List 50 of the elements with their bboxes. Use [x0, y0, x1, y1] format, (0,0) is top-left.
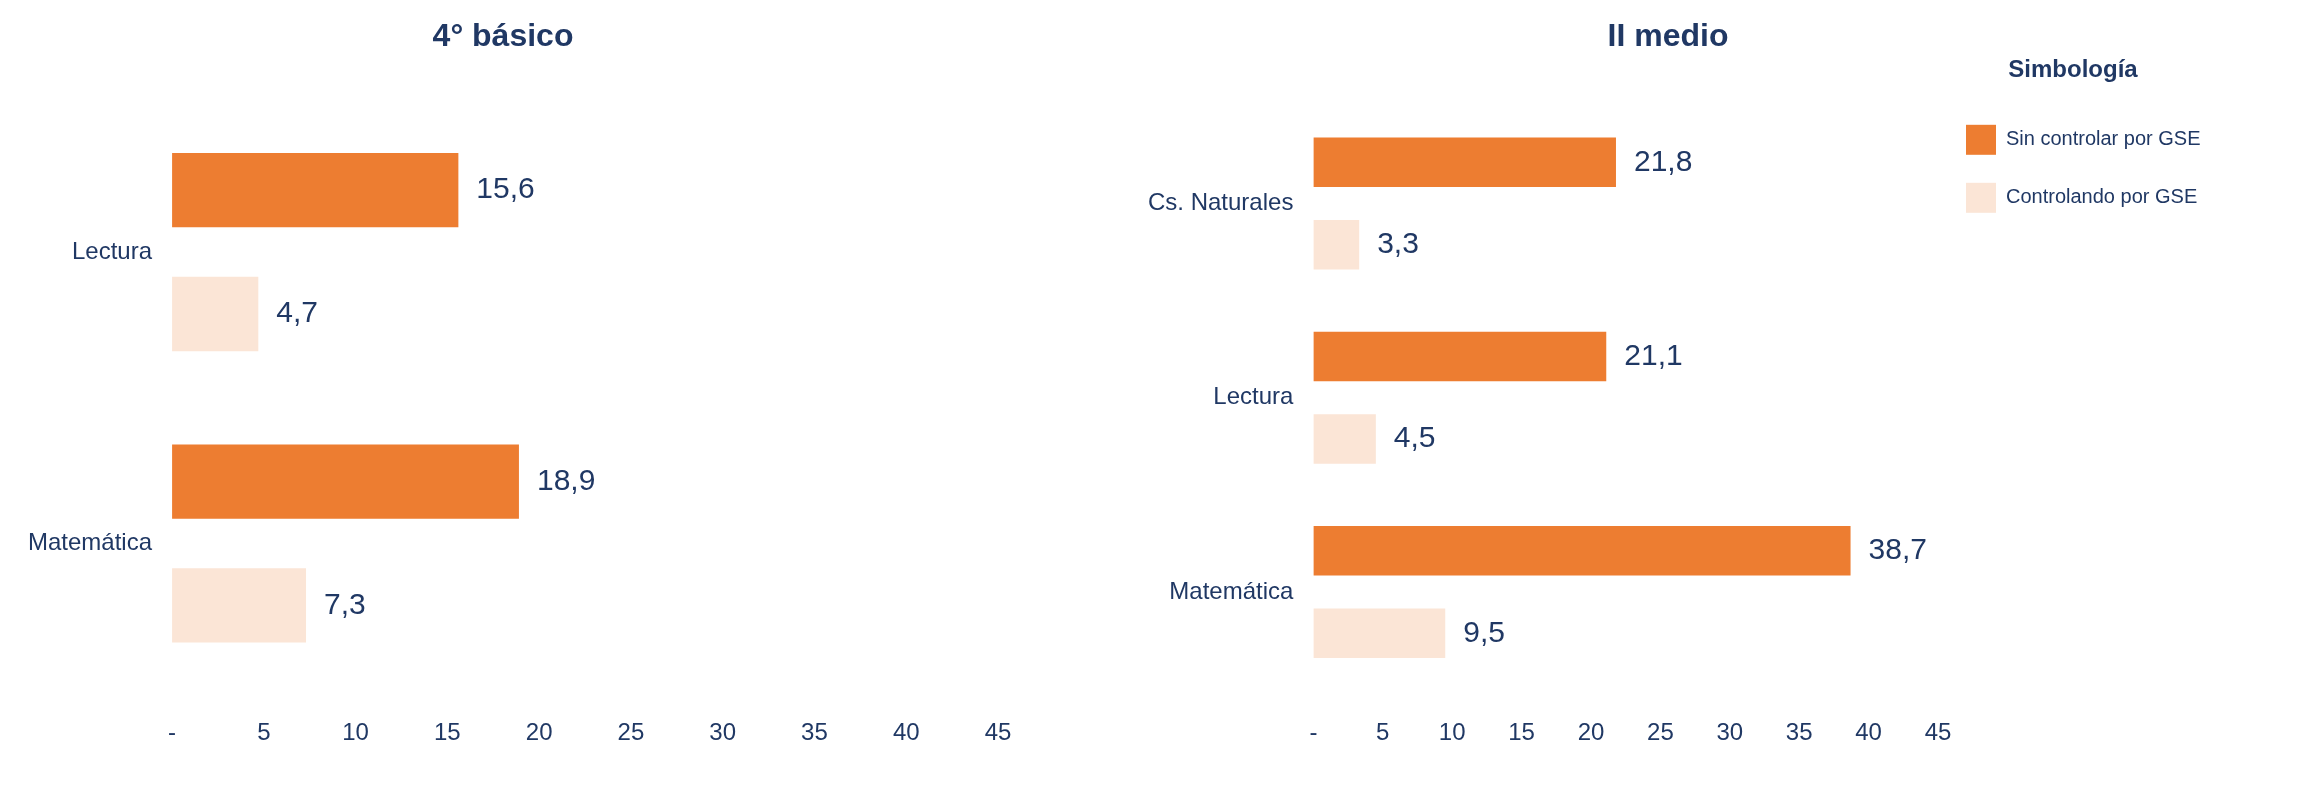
chart-title: II medio	[1607, 17, 1729, 54]
x-tick-label: -	[1309, 718, 1318, 746]
x-tick-label: -	[168, 718, 177, 746]
y-tick-label: Cs. Naturales	[1147, 188, 1294, 216]
bar	[1313, 137, 1616, 188]
data-label: 21,1	[1624, 337, 1683, 371]
x-tick-label: 10	[342, 718, 369, 746]
bar	[172, 276, 259, 352]
bar	[1313, 414, 1376, 464]
legend-label: Controlando por GSE	[2006, 185, 2198, 208]
y-tick-label: Lectura	[71, 236, 153, 264]
x-tick-label: 45	[984, 718, 1012, 746]
x-tick-label: 45	[1924, 718, 1952, 746]
bar	[1313, 526, 1851, 576]
bar	[172, 568, 307, 643]
x-tick-label: 40	[892, 718, 920, 746]
bar	[1313, 608, 1446, 659]
x-tick-label: 25	[617, 718, 645, 746]
bar	[172, 153, 459, 228]
data-label: 15,6	[476, 171, 535, 205]
data-label: 18,9	[536, 462, 596, 496]
data-label: 4,7	[276, 295, 319, 329]
x-tick-label: 15	[434, 718, 461, 746]
legend-label: Sin controlar por GSE	[2006, 127, 2201, 150]
x-tick-label: 30	[709, 718, 737, 746]
x-tick-label: 10	[1438, 718, 1466, 746]
legend-title: Simbología	[2008, 54, 2139, 82]
x-tick-label: 30	[1716, 718, 1744, 746]
x-tick-label: 35	[801, 718, 828, 746]
x-tick-label: 20	[525, 718, 553, 746]
x-tick-label: 20	[1577, 718, 1605, 746]
data-label: 3,3	[1377, 226, 1419, 260]
data-label: 9,5	[1463, 614, 1505, 648]
y-tick-label: Matemática	[28, 528, 153, 556]
bar	[1313, 220, 1360, 270]
x-tick-label: 40	[1855, 718, 1882, 746]
x-tick-label: 35	[1785, 718, 1813, 746]
y-tick-label: Lectura	[1213, 382, 1295, 410]
data-label: 38,7	[1868, 532, 1927, 566]
data-label: 4,5	[1393, 420, 1436, 454]
x-tick-label: 5	[1376, 718, 1390, 746]
y-tick-label: Matemática	[1169, 576, 1295, 604]
x-tick-label: 25	[1647, 718, 1674, 746]
bar	[172, 444, 519, 519]
bar	[1313, 331, 1607, 382]
chart-title: 4° básico	[432, 17, 574, 54]
x-tick-label: 15	[1508, 718, 1535, 746]
data-label: 21,8	[1633, 143, 1693, 177]
x-tick-label: 5	[257, 718, 271, 746]
data-label: 7,3	[324, 586, 366, 620]
